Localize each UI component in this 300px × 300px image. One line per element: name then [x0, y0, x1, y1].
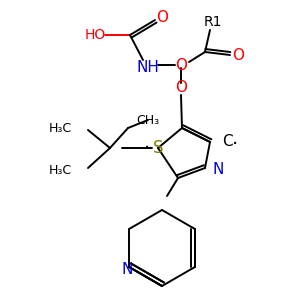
Text: C: C	[222, 134, 232, 149]
Text: H₃C: H₃C	[49, 164, 72, 176]
Text: N: N	[213, 163, 224, 178]
Text: ·: ·	[144, 139, 150, 158]
Text: O: O	[232, 49, 244, 64]
Text: R1: R1	[204, 15, 222, 29]
Text: O: O	[156, 11, 168, 26]
Text: HO: HO	[84, 28, 106, 42]
Text: O: O	[175, 80, 187, 95]
Text: ·: ·	[232, 134, 238, 154]
Text: O: O	[175, 58, 187, 73]
Text: N: N	[122, 262, 133, 277]
Text: H₃C: H₃C	[49, 122, 72, 134]
Text: CH₃: CH₃	[136, 113, 160, 127]
Text: NH: NH	[136, 61, 159, 76]
Text: S: S	[153, 139, 163, 157]
